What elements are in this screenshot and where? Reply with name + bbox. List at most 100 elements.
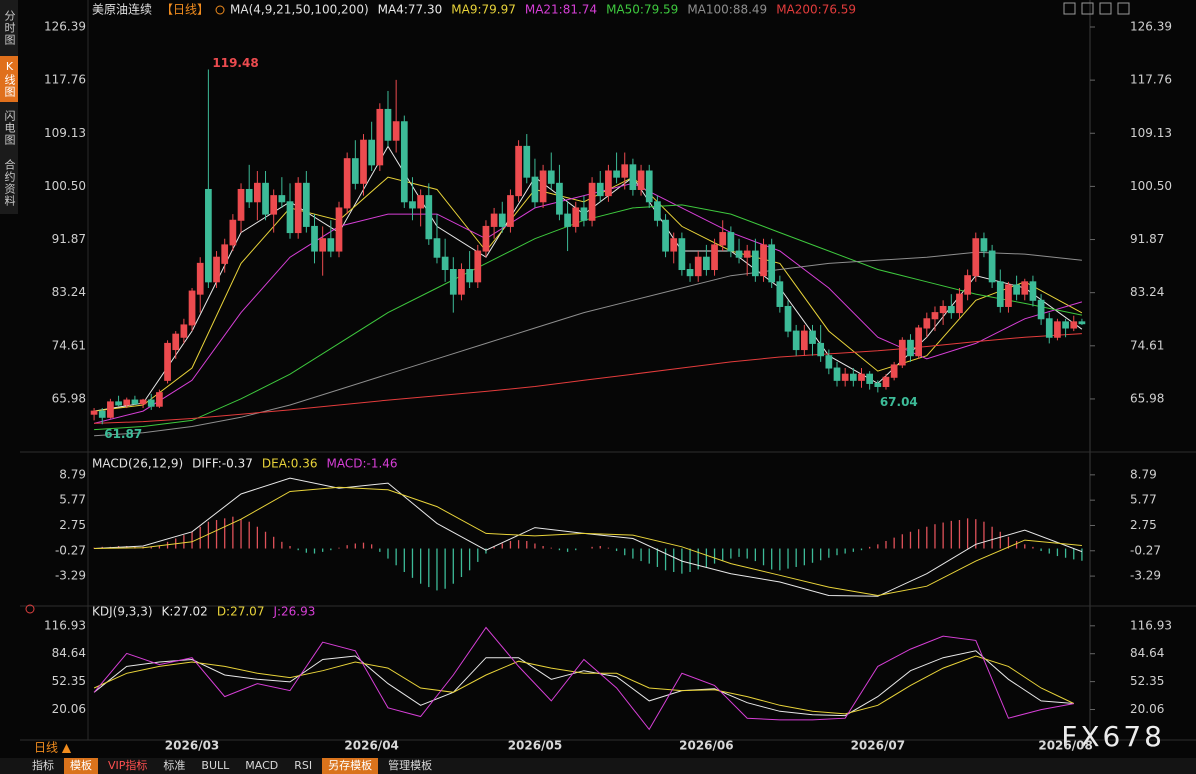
candle-body — [1013, 284, 1020, 295]
toolbar-button[interactable]: 指标 — [32, 759, 54, 772]
toolbar-button[interactable]: 标准 — [163, 759, 186, 772]
legend-item: MA4:77.30 — [378, 3, 443, 17]
candle-body — [841, 373, 849, 381]
tab[interactable]: 分时图 — [3, 10, 16, 46]
candle-body — [1021, 281, 1029, 295]
legend-item: K:27.02 — [162, 605, 208, 619]
legend-item: MACD(26,12,9) — [92, 457, 183, 471]
candle-body — [507, 195, 514, 227]
candle-body — [115, 401, 122, 406]
legend-item: MA9:79.97 — [451, 3, 516, 17]
toolbar: 指标 模板 VIP指标 标准 BULL MACD RSI 另存模板 管理模板 — [0, 758, 1196, 774]
chart: 日线 ▲ FX678 美原油连续 【日线】 MA(4,9,21,50,100,200… — [20, 0, 1196, 755]
legend-item: D:27.07 — [217, 605, 265, 619]
y-tick-label: 65.98 — [1130, 391, 1164, 405]
toolbar-button[interactable]: VIP指标 — [108, 759, 148, 772]
candle-body — [1037, 299, 1045, 320]
candle-body — [376, 108, 384, 166]
tab[interactable]: 合约资料 — [3, 159, 16, 207]
candle-body — [629, 164, 637, 190]
candle-body — [262, 182, 269, 215]
y-tick-label: 5.77 — [1130, 493, 1157, 507]
icon[interactable] — [1099, 2, 1112, 15]
candle-body — [947, 305, 955, 314]
candle-body — [588, 182, 596, 221]
candle-body — [662, 219, 669, 252]
candle-body — [482, 225, 490, 252]
candle-body — [474, 250, 482, 283]
icon[interactable] — [1117, 2, 1130, 15]
candle-body — [939, 305, 947, 314]
toolbar-icons — [1063, 2, 1130, 15]
indicator-line — [93, 626, 1074, 731]
candle-body — [703, 256, 710, 271]
y-tick-label-left: 5.77 — [59, 493, 86, 507]
candle-body — [849, 373, 857, 381]
toolbar-button[interactable]: RSI — [294, 759, 313, 772]
legend-item: MACD:-1.46 — [326, 457, 397, 471]
tab[interactable]: 闪电图 — [3, 110, 16, 146]
legend-item: DEA:0.36 — [262, 457, 318, 471]
x-tick-label: 2026/05 — [508, 739, 562, 753]
candle-body — [972, 238, 980, 277]
toolbar-button[interactable]: BULL — [201, 759, 230, 772]
candle-body — [433, 238, 441, 258]
candle-body — [188, 290, 196, 326]
y-tick-label: 91.87 — [1130, 232, 1164, 246]
legend-item: 美原油连续 — [92, 2, 152, 17]
y-tick-label: 116.93 — [1130, 618, 1172, 632]
sidebar: 分时图 K线图 闪电图 合约资料 — [0, 0, 18, 214]
toolbar-button[interactable]: 模板 — [64, 758, 98, 774]
icon[interactable] — [1081, 2, 1094, 15]
candle-body — [1070, 321, 1078, 329]
candle-body — [311, 225, 318, 252]
y-tick-label-left: 74.61 — [52, 338, 86, 352]
period-switch[interactable]: 日线 ▲ — [34, 741, 72, 755]
legend-item: MA200:76.59 — [776, 3, 856, 17]
y-tick-label: 109.13 — [1130, 126, 1172, 140]
candle-body — [621, 164, 629, 178]
y-tick-label: 74.61 — [1130, 338, 1164, 352]
toolbar-button[interactable]: 另存模板 — [322, 758, 379, 774]
candle-body — [319, 238, 327, 252]
legend-item: DIFF:-0.37 — [192, 457, 253, 471]
kdj-icon[interactable] — [25, 604, 35, 614]
tab-active[interactable]: K线图 — [0, 56, 18, 102]
candle-body — [915, 327, 922, 357]
candle-body — [90, 410, 98, 415]
candle-body — [237, 188, 245, 221]
y-tick-label-left: 52.35 — [52, 674, 86, 688]
candle-body — [327, 238, 335, 252]
candle-body — [360, 139, 367, 184]
candle-body — [988, 250, 996, 283]
candle-body — [531, 176, 539, 203]
indicator-line — [93, 655, 1075, 715]
watermark: FX678 — [1061, 720, 1165, 753]
low-label: 67.04 — [880, 395, 918, 409]
x-tick-label: 2026/08 — [1038, 739, 1092, 753]
candle-body — [784, 305, 792, 332]
candle-body — [1054, 321, 1061, 338]
y-tick-label-left: 126.39 — [44, 19, 86, 33]
icon[interactable] — [1063, 2, 1076, 15]
legend-item: MA50:79.59 — [606, 3, 678, 17]
y-tick-label-left: -0.27 — [55, 543, 86, 557]
settings-icon[interactable] — [215, 5, 225, 15]
y-tick-label: 84.64 — [1130, 646, 1164, 660]
legend-item: KDJ(9,3,3) — [92, 605, 153, 619]
candle-body — [205, 188, 212, 283]
candle-body — [743, 250, 751, 258]
candle-body — [964, 275, 971, 295]
toolbar-button[interactable]: MACD — [245, 759, 279, 772]
candle-body — [1005, 284, 1012, 307]
candle-body — [131, 399, 139, 405]
high-label: 119.48 — [212, 56, 258, 70]
candle-body — [425, 195, 433, 240]
candle-body — [458, 269, 465, 295]
toolbar-button[interactable]: 管理模板 — [388, 759, 433, 772]
candle-body — [139, 399, 147, 405]
candle-body — [449, 269, 457, 295]
indicator-line — [94, 333, 1082, 424]
candle-body — [645, 170, 653, 203]
